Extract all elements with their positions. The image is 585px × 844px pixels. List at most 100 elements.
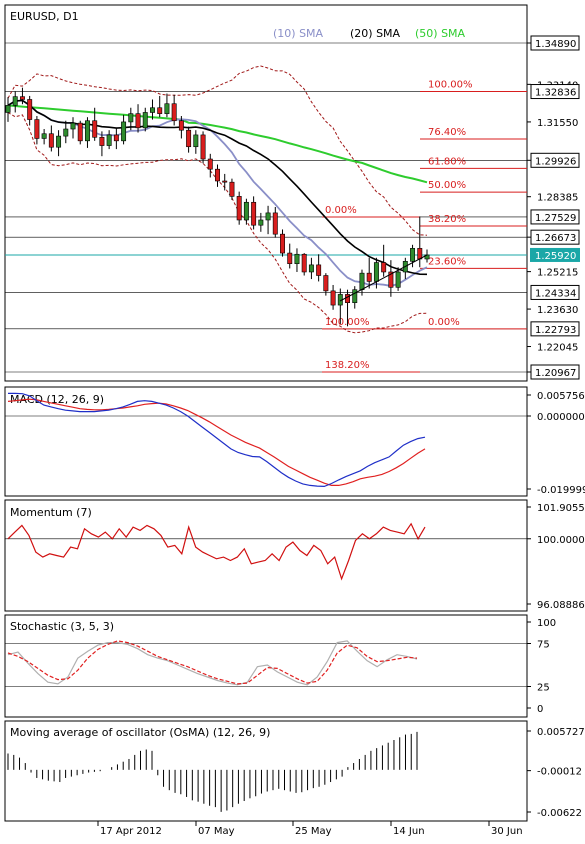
candle-body-13 bbox=[99, 136, 105, 146]
price-level-tag-3 bbox=[530, 209, 580, 225]
candle-body-25 bbox=[186, 129, 192, 148]
candle-body-1 bbox=[12, 96, 18, 106]
stochastic-main-line bbox=[7, 640, 418, 686]
fib-upper-label-1: 76.40% bbox=[428, 127, 466, 138]
candle-body-5 bbox=[41, 133, 47, 139]
macd-tick-label-2: -0.019999 bbox=[537, 485, 585, 496]
price-level-label-4: 1.26673 bbox=[535, 233, 576, 244]
time-tick-label-3: 14 Jun bbox=[393, 826, 425, 837]
candle-body-44 bbox=[323, 275, 329, 292]
candle-body-51 bbox=[373, 262, 379, 282]
time-tick-label-1: 07 May bbox=[198, 826, 235, 837]
time-axis: 17 Apr 2012 07 May 25 May 14 Jun 30 Jun bbox=[97, 821, 523, 837]
time-tick-label-4: 30 Jun bbox=[491, 826, 523, 837]
price-level-tag-8 bbox=[530, 364, 580, 380]
macd-title: MACD (12, 26, 9) bbox=[10, 393, 104, 406]
price-axis: 1.348901.331401.315501.299261.283851.266… bbox=[527, 35, 580, 380]
price-level-label-1: 1.32836 bbox=[535, 88, 576, 99]
candle-body-27 bbox=[200, 134, 206, 160]
candle-body-42 bbox=[308, 264, 314, 273]
candle-body-30 bbox=[222, 180, 228, 183]
momentum-tick-label-2: 96.08886 bbox=[537, 600, 585, 611]
candle-body-24 bbox=[178, 120, 184, 131]
candle-body-35 bbox=[258, 219, 264, 226]
price-tick-label-7: 1.23630 bbox=[537, 305, 578, 316]
candle-body-34 bbox=[251, 201, 257, 226]
price-level-tag-2 bbox=[530, 152, 580, 168]
candle-body-26 bbox=[193, 134, 199, 148]
osma-pane[interactable]: Moving average of oscillator (OsMA) (12,… bbox=[4, 720, 585, 822]
fib-lower-label-0: 0.00% bbox=[325, 205, 357, 216]
candlesticks bbox=[5, 87, 430, 327]
upper-band bbox=[7, 65, 428, 236]
price-level-tag-4 bbox=[530, 229, 580, 245]
candle-body-39 bbox=[287, 252, 293, 265]
candle-body-36 bbox=[265, 212, 271, 221]
candle-body-2 bbox=[19, 96, 25, 100]
stochastic-title: Stochastic (3, 5, 3) bbox=[10, 620, 114, 633]
time-tick-label-0: 17 Apr 2012 bbox=[100, 826, 162, 837]
stochastic-tick-label-1: 75 bbox=[537, 640, 550, 651]
osma-histogram bbox=[7, 731, 418, 812]
price-tick-label-8: 1.22045 bbox=[537, 343, 578, 354]
trendline[interactable] bbox=[339, 254, 428, 302]
macd-axis: 0.005756 0.000000 -0.019999 bbox=[527, 391, 585, 496]
legend-sma10: (10) SMA bbox=[273, 27, 324, 40]
candle-body-22 bbox=[164, 103, 170, 114]
chart-title: EURUSD, D1 bbox=[10, 10, 79, 23]
candle-body-4 bbox=[34, 119, 40, 139]
stochastic-pane[interactable]: Stochastic (3, 5, 3) 100 75 25 0 bbox=[4, 614, 556, 718]
stochastic-tick-label-2: 25 bbox=[537, 683, 550, 694]
candle-body-54 bbox=[395, 271, 401, 288]
candle-body-10 bbox=[77, 122, 83, 142]
candle-body-8 bbox=[63, 128, 69, 137]
candle-body-20 bbox=[150, 107, 155, 113]
fib-upper-label-0: 100.00% bbox=[428, 80, 473, 91]
candle-body-14 bbox=[106, 134, 112, 146]
price-level-label-6: 1.24334 bbox=[535, 288, 576, 299]
price-level-tag-7 bbox=[530, 321, 580, 337]
price-level-label-7: 1.22793 bbox=[535, 325, 576, 336]
candle-body-45 bbox=[330, 290, 336, 306]
price-pane[interactable]: EURUSD, D1 (10) SMA (20) SMA (50) SMA 10… bbox=[4, 4, 580, 382]
candle-body-49 bbox=[359, 272, 365, 290]
legend-sma50: (50) SMA bbox=[415, 27, 466, 40]
price-level-label-3: 1.27529 bbox=[535, 213, 576, 224]
time-tick-label-2: 25 May bbox=[295, 826, 332, 837]
stochastic-lines bbox=[5, 640, 527, 687]
macd-tick-label-0: 0.005756 bbox=[537, 391, 585, 402]
candle-body-40 bbox=[294, 253, 300, 265]
candle-body-11 bbox=[84, 120, 90, 142]
momentum-pane[interactable]: Momentum (7) 101.9055 100.0000 96.08886 bbox=[4, 499, 585, 612]
candle-body-18 bbox=[135, 113, 141, 129]
price-level-label-0: 1.34890 bbox=[535, 39, 576, 50]
candle-body-3 bbox=[27, 99, 33, 120]
macd-tick-label-1: 0.000000 bbox=[537, 412, 585, 423]
sma50-line bbox=[7, 104, 428, 184]
price-level-tag-0 bbox=[530, 35, 580, 51]
candle-body-15 bbox=[113, 134, 119, 142]
macd-signal-line bbox=[7, 398, 426, 486]
candle-body-12 bbox=[92, 120, 98, 138]
price-level-label-2: 1.29926 bbox=[535, 156, 576, 167]
candle-body-16 bbox=[121, 121, 127, 142]
candle-body-19 bbox=[142, 112, 148, 129]
candle-body-31 bbox=[229, 181, 235, 197]
price-tick-label-6: 1.25215 bbox=[537, 268, 578, 279]
candle-body-28 bbox=[207, 158, 213, 170]
candle-body-57 bbox=[417, 248, 423, 260]
candle-body-37 bbox=[272, 212, 278, 235]
current-price-label: 1.25920 bbox=[535, 251, 576, 262]
macd-main-line bbox=[8, 392, 426, 488]
legend-sma20: (20) SMA bbox=[350, 27, 401, 40]
candle-body-56 bbox=[410, 248, 416, 262]
candle-body-0 bbox=[5, 105, 11, 113]
candle-body-32 bbox=[236, 196, 242, 221]
candle-body-6 bbox=[48, 133, 54, 148]
candle-body-7 bbox=[56, 135, 62, 148]
osma-tick-label-2: -0.00622 bbox=[537, 808, 582, 819]
momentum-tick-label-1: 100.0000 bbox=[537, 535, 585, 546]
macd-pane[interactable]: MACD (12, 26, 9) 0.005756 0.000000 -0.0199… bbox=[4, 386, 585, 497]
stochastic-tick-label-3: 0 bbox=[537, 704, 543, 715]
